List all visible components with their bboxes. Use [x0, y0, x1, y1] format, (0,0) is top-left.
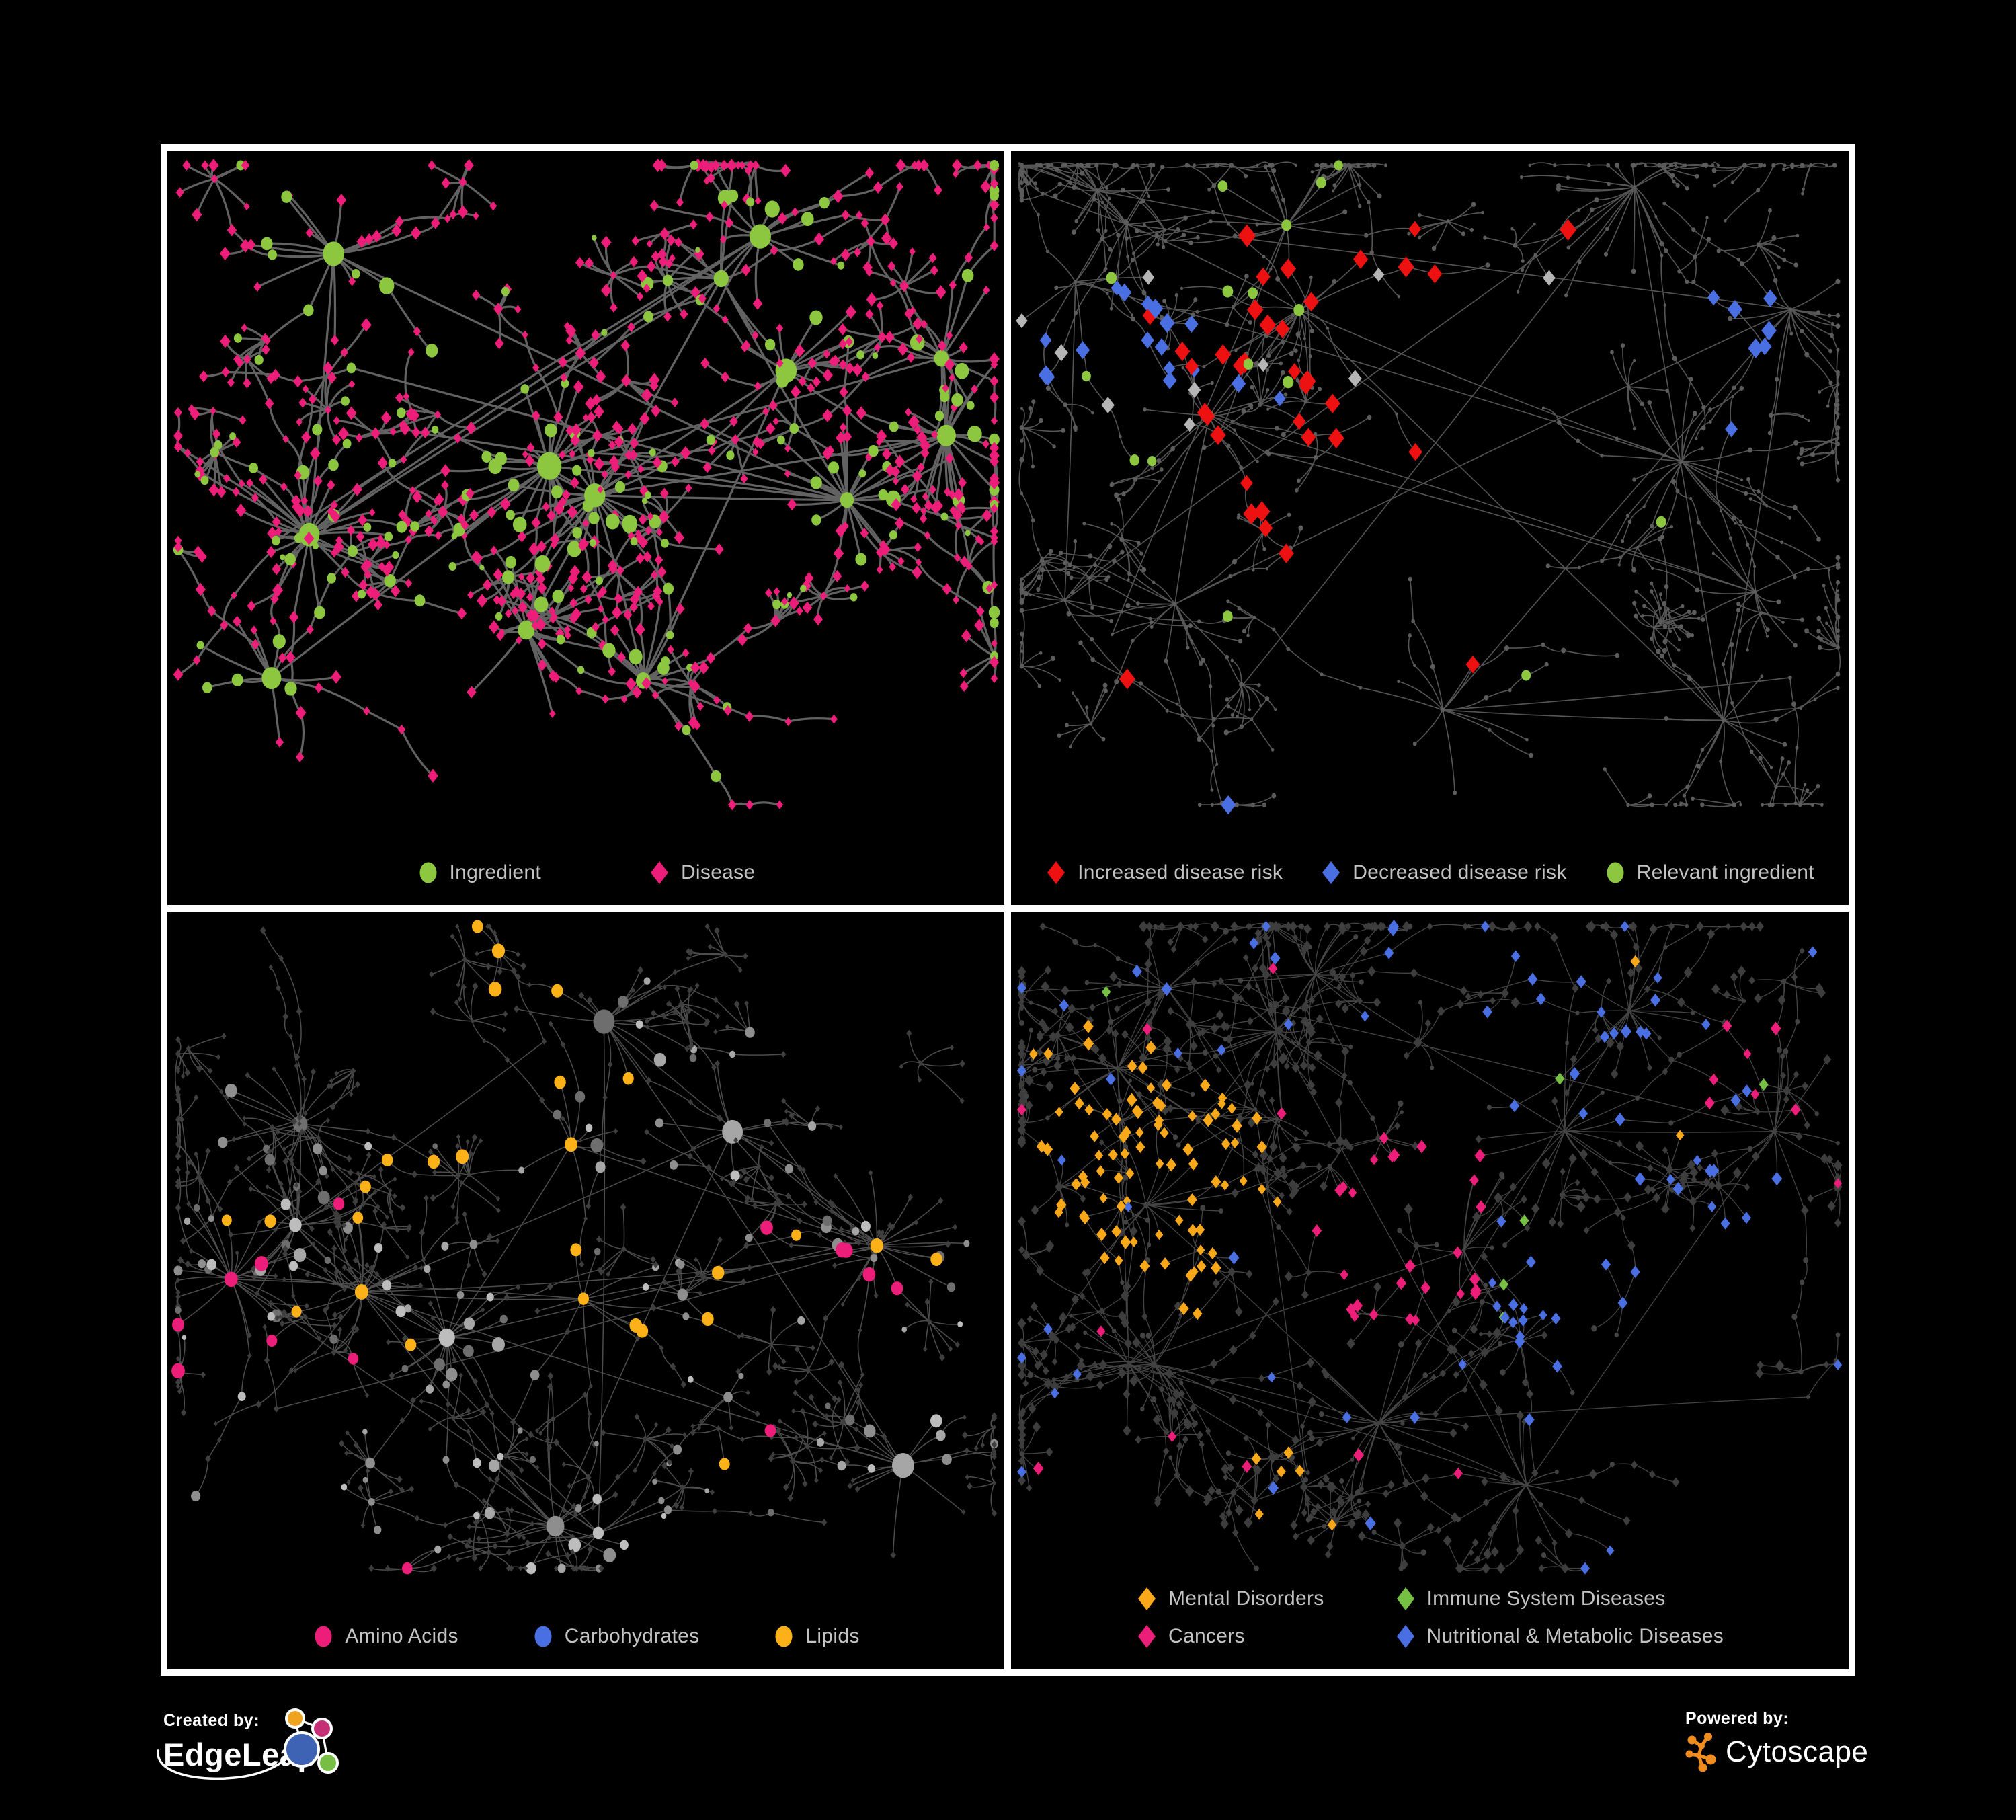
legend-item-nutritional-metabolic-diseases: Nutritional & Metabolic Diseases [1395, 1624, 1724, 1649]
legend-item-lipids: Lipids [773, 1624, 859, 1649]
legend-item-ingredient: Ingredient [417, 860, 541, 885]
network-graph-disease-risk [1016, 160, 1841, 815]
panel-ingredient-disease: Ingredient Disease [161, 144, 1012, 912]
legend-item-relevant-ingredient: Relevant ingredient [1605, 860, 1814, 885]
powered-by-label: Powered by: [1685, 1709, 1789, 1728]
circle-icon [1607, 862, 1624, 883]
legend-item-amino-acids: Amino Acids [313, 1624, 458, 1649]
legend-item-disease: Disease [649, 860, 755, 885]
diamond-icon [1047, 861, 1065, 884]
legend-item-immune-system-diseases: Immune System Diseases [1395, 1586, 1666, 1612]
legend-nutrient-classes: Amino Acids Carbohydrates Lipids [167, 1624, 1005, 1649]
legend-label: Amino Acids [345, 1625, 458, 1647]
edgeleap-logo-icon [284, 1708, 339, 1774]
diamond-icon [1396, 1587, 1414, 1610]
legend-items: Increased disease risk Decreased disease … [1045, 860, 1814, 885]
diamond-icon [1138, 1625, 1156, 1648]
circle-icon [419, 862, 437, 883]
legend-items: Ingredient Disease [417, 860, 756, 885]
legend-label: Lipids [805, 1625, 860, 1647]
cytoscape-logo-icon [1685, 1733, 1716, 1772]
circle-icon [534, 1626, 552, 1647]
powered-by-block: Powered by: [1685, 1709, 1868, 1773]
edgeleap-swoosh-icon [157, 1749, 296, 1780]
legend-label: Nutritional & Metabolic Diseases [1426, 1625, 1724, 1647]
legend-label: Disease [680, 861, 756, 883]
edgeleap-brand-line: EdgeLeap [157, 1708, 339, 1783]
legend-item-increased-disease-risk: Increased disease risk [1045, 860, 1283, 885]
legend-label: Immune System Diseases [1426, 1587, 1666, 1610]
legend-item-decreased-disease-risk: Decreased disease risk [1320, 860, 1566, 885]
network-graph-ingredient-disease [173, 158, 1000, 811]
created-by-label: Created by: [163, 1711, 260, 1730]
diamond-icon [1396, 1625, 1414, 1648]
legend-item-cancers: Cancers [1136, 1624, 1245, 1649]
legend-items: Mental Disorders Immune System Diseases Ca… [1136, 1586, 1724, 1649]
legend-disease-categories: Mental Disorders Immune System Diseases Ca… [1011, 1586, 1849, 1649]
legend-label: Carbohydrates [564, 1625, 700, 1647]
legend-disease-risk: Increased disease risk Decreased disease … [1011, 860, 1849, 885]
legend-label: Decreased disease risk [1353, 861, 1567, 883]
network-graph-nutrient-classes [171, 920, 998, 1575]
circle-icon [315, 1626, 332, 1647]
legend-label: Relevant ingredient [1636, 861, 1814, 883]
panel-disease-categories: Mental Disorders Immune System Diseases Ca… [1004, 905, 1855, 1676]
legend-item-mental-disorders: Mental Disorders [1136, 1586, 1324, 1612]
legend-items: Amino Acids Carbohydrates Lipids [313, 1624, 859, 1649]
panel-disease-risk: Increased disease risk Decreased disease … [1004, 144, 1855, 912]
legend-ingredient-disease: Ingredient Disease [167, 860, 1005, 885]
legend-item-carbohydrates: Carbohydrates [532, 1624, 700, 1649]
legend-label: Mental Disorders [1168, 1587, 1324, 1610]
network-graph-disease-categories [1017, 920, 1843, 1575]
created-by-block: Created by: EdgeLeap [157, 1708, 339, 1783]
legend-label: Cancers [1168, 1625, 1245, 1647]
diamond-icon [1322, 861, 1340, 884]
legend-label: Increased disease risk [1078, 861, 1283, 883]
legend-label: Ingredient [449, 861, 541, 883]
diamond-icon [1138, 1587, 1156, 1610]
circle-icon [775, 1626, 793, 1647]
diamond-icon [650, 861, 668, 884]
cytoscape-brand-name: Cytoscape [1726, 1735, 1869, 1768]
panel-nutrient-classes: Amino Acids Carbohydrates Lipids [161, 905, 1012, 1676]
